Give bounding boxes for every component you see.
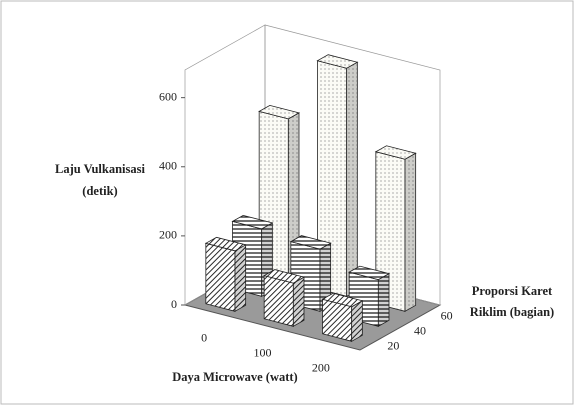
bar-top xyxy=(258,104,301,120)
x-axis-label: Daya Microwave (watt) xyxy=(172,370,297,384)
bar-top xyxy=(289,235,332,250)
bar-side-shade xyxy=(405,153,416,312)
bar-front xyxy=(263,275,294,327)
depth-axis-label: Proporsi Karet xyxy=(472,284,553,298)
bar xyxy=(374,145,417,312)
bar-side-shade xyxy=(293,277,304,327)
y-axis-label: Laju Vulkanisasi xyxy=(55,162,146,176)
bar-side-shade xyxy=(346,62,358,297)
y-tick-label: 200 xyxy=(159,228,177,242)
bar xyxy=(321,292,364,342)
depth-tick-label: 60 xyxy=(441,308,453,322)
bar-top xyxy=(316,54,359,69)
bar-front xyxy=(205,242,236,312)
y-axis-label: (detik) xyxy=(82,184,117,198)
bar-top xyxy=(374,145,417,160)
depth-tick-label: 20 xyxy=(387,338,399,352)
bar-side-shade xyxy=(351,300,363,342)
x-tick-label: 0 xyxy=(201,330,207,344)
bar-side-shade xyxy=(235,244,246,312)
depth-tick-label: 40 xyxy=(414,323,426,337)
bar-top xyxy=(204,236,247,252)
y-tick-label: 600 xyxy=(159,89,177,103)
bar-top xyxy=(263,269,306,284)
bar-top xyxy=(348,265,391,281)
x-tick-label: 100 xyxy=(254,345,272,359)
bar-side-shade xyxy=(378,273,389,327)
bar-side-shade xyxy=(320,243,331,312)
bar-top xyxy=(321,292,364,308)
y-tick-label: 0 xyxy=(171,297,177,311)
y-tick-label: 400 xyxy=(159,159,177,173)
bar-top xyxy=(231,214,274,230)
x-tick-label: 200 xyxy=(312,360,330,374)
depth-axis-label: Riklim (bagian) xyxy=(470,305,554,319)
bar xyxy=(263,269,306,327)
bar xyxy=(204,236,247,312)
